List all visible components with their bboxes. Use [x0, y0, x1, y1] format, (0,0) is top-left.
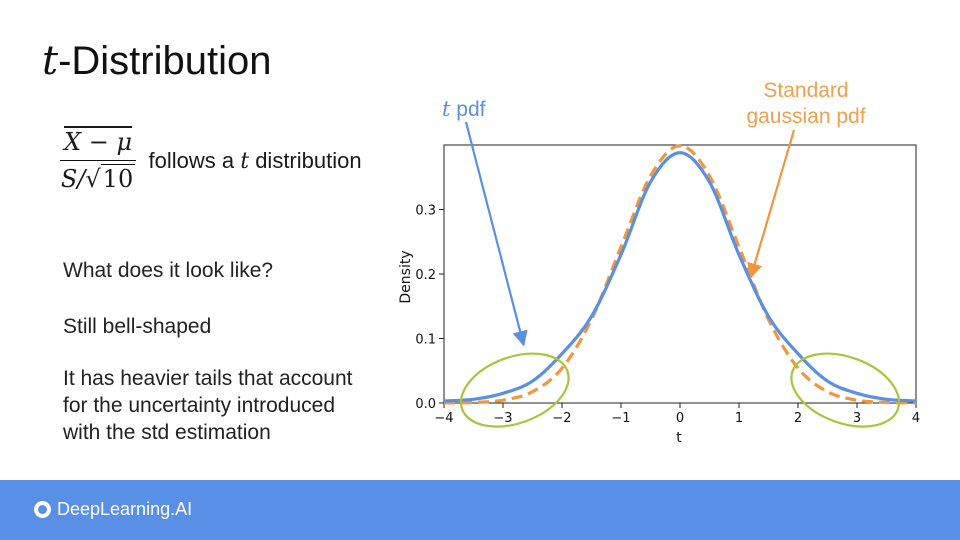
- x-tick-label: 2: [794, 411, 802, 426]
- plot-frame: [443, 144, 917, 404]
- x-tick-label: 0: [676, 411, 684, 426]
- footer-bar: DeepLearning.AI: [0, 480, 960, 540]
- x-tick-label: 1: [735, 411, 743, 426]
- denominator-s: S/: [60, 165, 86, 193]
- numerator: X − μ: [58, 128, 138, 160]
- numerator-text: X − μ: [64, 128, 133, 156]
- x-tick-label: 4: [912, 411, 920, 426]
- gaussian-label-line-2: gaussian pdf: [746, 105, 866, 128]
- t-pdf-label-t: t: [442, 97, 451, 121]
- sqrt-symbol: √: [85, 165, 101, 193]
- heavier-tails-line-2: for the uncertainty introduced: [63, 394, 335, 417]
- t-pdf-line: [443, 151, 917, 403]
- follows-t: t: [240, 148, 250, 174]
- t-pdf-label: t pdf: [442, 96, 485, 123]
- x-tick-label: −3: [493, 411, 512, 426]
- t-pdf-label-rest: pdf: [450, 98, 486, 121]
- title-t-variable: t: [42, 38, 59, 84]
- t-pdf-arrow: [464, 121, 528, 347]
- brand-logo[interactable]: DeepLearning.AI: [34, 499, 192, 520]
- gaussian-pdf-arrow: [747, 129, 796, 279]
- deeplearning-logo-icon: [34, 501, 51, 518]
- x-tick-label: −4: [434, 411, 453, 426]
- y-tick-label: 0.1: [415, 333, 436, 348]
- denominator: S/√10: [58, 161, 138, 193]
- density-chart: −4 −3 −2 −1 0 1 2 3 4 0.0 0.1 0.2 0.3 t Density: [398, 121, 920, 446]
- y-tick-label: 0.0: [415, 397, 436, 412]
- gaussian-label-line-1: Standard: [763, 79, 849, 102]
- follows-text: follows a t distribution: [149, 148, 362, 174]
- gaussian-pdf-line: [443, 144, 917, 405]
- right-tail-circle: [790, 352, 901, 428]
- y-tick-label: 0.2: [415, 268, 436, 283]
- x-axis-label: t: [676, 430, 682, 446]
- x-tick-label: −2: [552, 411, 571, 426]
- bell-shaped-text: Still bell-shaped: [63, 315, 212, 338]
- y-axis-label: Density: [398, 250, 414, 303]
- x-tick-label: −1: [611, 411, 630, 426]
- slide-title: t-Distribution: [42, 38, 271, 84]
- fraction: X − μ S/√10: [58, 128, 138, 193]
- y-tick-label: 0.3: [415, 204, 436, 219]
- left-tail-circle: [459, 352, 570, 428]
- fraction-bar: [60, 160, 137, 161]
- t-statistic-formula: X − μ S/√10 follows a t distribution: [58, 128, 362, 193]
- gaussian-pdf-label: Standard gaussian pdf: [738, 78, 874, 130]
- title-text: -Distribution: [58, 39, 272, 83]
- heavier-tails-text: It has heavier tails that account for th…: [63, 365, 353, 446]
- heavier-tails-line-1: It has heavier tails that account: [63, 367, 353, 390]
- question-look-like: What does it look like?: [63, 259, 274, 282]
- follows-suffix: distribution: [249, 147, 362, 173]
- heavier-tails-line-3: with the std estimation: [63, 421, 271, 444]
- follows-prefix: follows a: [148, 147, 241, 173]
- brand-name: DeepLearning.AI: [57, 499, 193, 519]
- x-tick-label: 3: [853, 411, 861, 426]
- sqrt-radicand: 10: [100, 164, 136, 193]
